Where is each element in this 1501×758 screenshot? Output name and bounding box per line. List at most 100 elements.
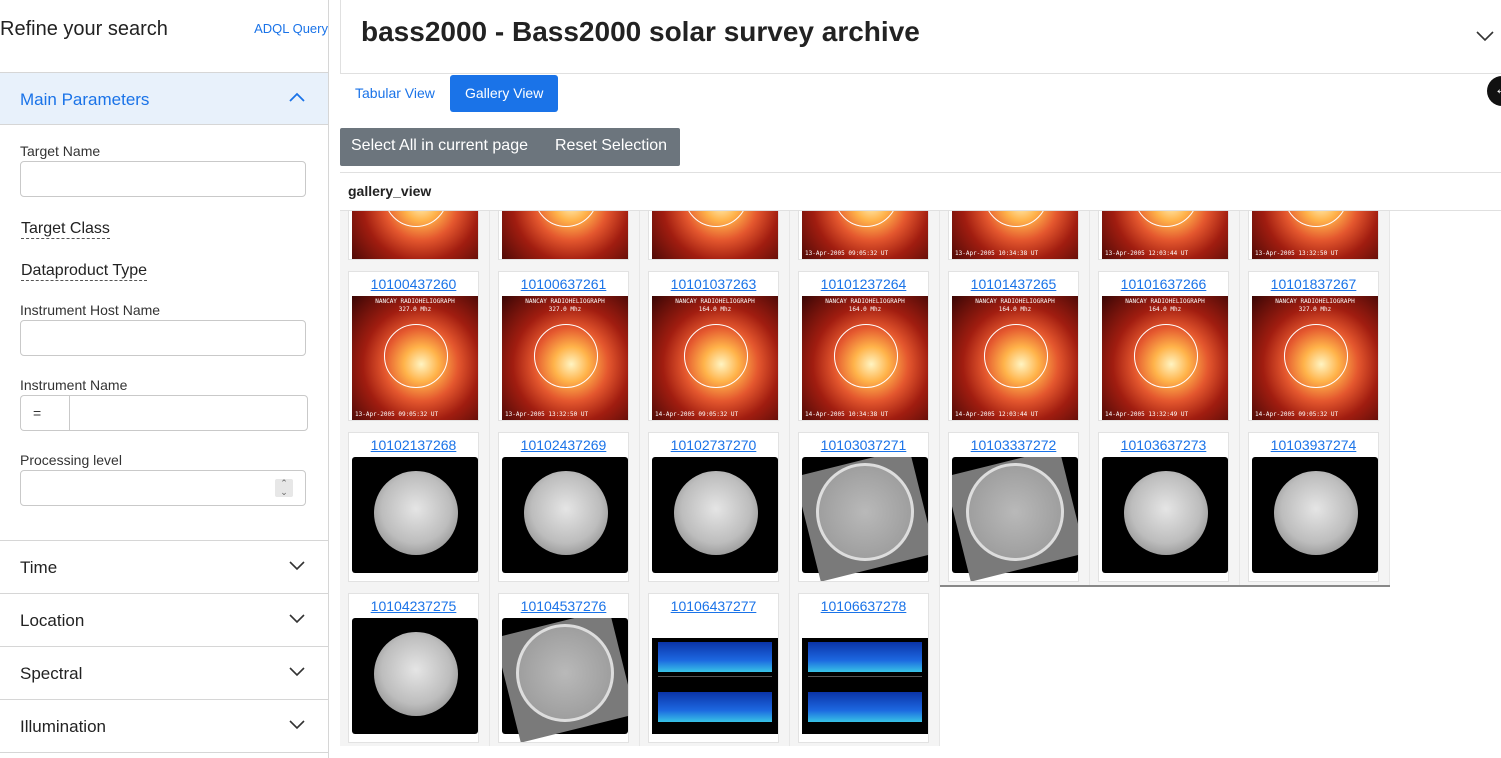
instrument-name-input[interactable]: [69, 395, 308, 431]
solar-thumbnail[interactable]: 13-Apr-2005 12:03:44 UT: [1102, 211, 1228, 259]
solar-thumbnail[interactable]: [652, 457, 778, 581]
solar-thumbnail[interactable]: [652, 618, 778, 742]
reset-selection-button[interactable]: Reset Selection: [555, 137, 668, 154]
collapse-panel-button[interactable]: ←: [1487, 76, 1501, 106]
chevron-up-icon: [289, 92, 305, 102]
section-time[interactable]: Time: [0, 540, 328, 593]
collection-header[interactable]: bass2000 - Bass2000 solar survey archive: [340, 0, 1501, 74]
gallery-card[interactable]: 10100637261 NANCAY RADIOHELIOGRAPH 327.0 M…: [498, 271, 629, 421]
gallery-card[interactable]: 10106637278: [798, 593, 929, 743]
solar-thumbnail[interactable]: NANCAY RADIOHELIOGRAPH 327.0 Mhz 13-Apr-20…: [502, 296, 628, 420]
solar-thumbnail[interactable]: 13-Apr-2005 13:32:50 UT: [1252, 211, 1378, 259]
observation-id-link[interactable]: 10104537276: [520, 598, 607, 614]
solar-thumbnail[interactable]: [802, 457, 928, 581]
solar-disk: [374, 632, 458, 716]
solar-thumbnail[interactable]: [502, 457, 628, 581]
tab-tabular-view[interactable]: Tabular View: [355, 85, 435, 101]
gallery-card[interactable]: 10103337272: [948, 432, 1079, 582]
solar-thumbnail[interactable]: [352, 618, 478, 742]
observation-id-link[interactable]: 10101437265: [970, 276, 1057, 292]
observation-id-link[interactable]: 10103037271: [820, 437, 907, 453]
observation-id-link[interactable]: 10106437277: [670, 598, 757, 614]
observation-id-link[interactable]: 10103637273: [1120, 437, 1207, 453]
observation-id-link[interactable]: 10101237264: [820, 276, 907, 292]
gallery-card[interactable]: 13-Apr-2005 10:34:38 UT: [948, 211, 1079, 260]
solar-thumbnail[interactable]: 13-Apr-2005 09:05:32 UT: [802, 211, 928, 259]
chevron-down-icon: [289, 720, 305, 730]
solar-thumbnail[interactable]: NANCAY RADIOHELIOGRAPH 164.0 Mhz 14-Apr-20…: [652, 296, 778, 420]
section-illumination[interactable]: Illumination: [0, 699, 328, 753]
solar-thumbnail[interactable]: [352, 457, 478, 581]
target-class-toggle[interactable]: Target Class: [21, 220, 110, 239]
observation-id-link[interactable]: 10103337272: [970, 437, 1057, 453]
solar-thumbnail[interactable]: [1102, 457, 1228, 581]
solar-thumbnail[interactable]: [502, 211, 628, 259]
chevron-down-icon[interactable]: [1475, 30, 1495, 42]
solar-thumbnail[interactable]: [1252, 457, 1378, 581]
observation-id-link[interactable]: 10101837267: [1270, 276, 1357, 292]
observation-id-link[interactable]: 10101637266: [1120, 276, 1207, 292]
solar-thumbnail[interactable]: 13-Apr-2005 10:34:38 UT: [952, 211, 1078, 259]
observation-id-link[interactable]: 10102437269: [520, 437, 607, 453]
solar-thumbnail[interactable]: [952, 457, 1078, 581]
gallery-card[interactable]: 10101437265 NANCAY RADIOHELIOGRAPH 164.0 M…: [948, 271, 1079, 421]
gallery-card[interactable]: 10103937274: [1248, 432, 1379, 582]
observation-id-link[interactable]: 10100637261: [520, 276, 607, 292]
instrument-host-input[interactable]: [20, 320, 306, 356]
target-name-input[interactable]: [20, 161, 306, 197]
thumbnail-timestamp: 14-Apr-2005 09:05:32 UT: [655, 411, 739, 418]
tab-gallery-view[interactable]: Gallery View: [450, 75, 559, 112]
gallery-card[interactable]: 10101637266 NANCAY RADIOHELIOGRAPH 164.0 M…: [1098, 271, 1229, 421]
thumbnail-timestamp: 13-Apr-2005 12:03:44 UT: [1105, 250, 1189, 257]
gallery-card[interactable]: 10100437260 NANCAY RADIOHELIOGRAPH 327.0 M…: [348, 271, 479, 421]
gallery-card[interactable]: 13-Apr-2005 13:32:50 UT: [1248, 211, 1379, 260]
thumbnail-caption: 327.0 Mhz: [548, 306, 582, 313]
solar-thumbnail[interactable]: [502, 618, 628, 742]
section-location[interactable]: Location: [0, 593, 328, 646]
observation-id-link[interactable]: 10101037263: [670, 276, 757, 292]
solar-thumbnail[interactable]: NANCAY RADIOHELIOGRAPH 164.0 Mhz 14-Apr-20…: [1102, 296, 1228, 420]
observation-id-link[interactable]: 10106637278: [820, 598, 907, 614]
observation-id-link[interactable]: 10102737270: [670, 437, 757, 453]
rotated-sun-image: [802, 457, 928, 581]
gallery-card[interactable]: [498, 211, 629, 260]
gallery-card[interactable]: 10101837267 NANCAY RADIOHELIOGRAPH 327.0 M…: [1248, 271, 1379, 421]
gallery-card[interactable]: 10104537276: [498, 593, 629, 743]
gallery-card[interactable]: 10104237275: [348, 593, 479, 743]
main-panel: bass2000 - Bass2000 solar survey archive…: [340, 0, 1501, 758]
observation-id-link[interactable]: 10102137268: [370, 437, 457, 453]
solar-thumbnail[interactable]: NANCAY RADIOHELIOGRAPH 327.0 Mhz 13-Apr-20…: [352, 296, 478, 420]
gallery-card[interactable]: 10103637273: [1098, 432, 1229, 582]
solar-thumbnail[interactable]: [802, 618, 928, 742]
observation-id-link[interactable]: 10103937274: [1270, 437, 1357, 453]
processing-level-input[interactable]: ⌃ ⌄: [20, 470, 306, 506]
solar-thumbnail[interactable]: NANCAY RADIOHELIOGRAPH 164.0 Mhz 14-Apr-20…: [952, 296, 1078, 420]
solar-thumbnail[interactable]: [652, 211, 778, 259]
gallery-card[interactable]: [348, 211, 479, 260]
solar-thumbnail[interactable]: NANCAY RADIOHELIOGRAPH 327.0 Mhz 14-Apr-20…: [1252, 296, 1378, 420]
gallery-card[interactable]: 10103037271: [798, 432, 929, 582]
gallery-card[interactable]: 10101237264 NANCAY RADIOHELIOGRAPH 164.0 M…: [798, 271, 929, 421]
select-all-button[interactable]: Select All in current page: [351, 137, 528, 154]
adql-query-link[interactable]: ADQL Query: [254, 21, 328, 36]
gallery-card[interactable]: 13-Apr-2005 09:05:32 UT: [798, 211, 929, 260]
observation-id-link[interactable]: 10100437260: [370, 276, 457, 292]
radio-sun-image: [502, 211, 628, 259]
main-parameters-header[interactable]: Main Parameters: [0, 72, 328, 125]
gallery-card[interactable]: 10102737270: [648, 432, 779, 582]
gallery-card[interactable]: [648, 211, 779, 260]
gallery-card[interactable]: 10101037263 NANCAY RADIOHELIOGRAPH 164.0 M…: [648, 271, 779, 421]
solar-thumbnail[interactable]: NANCAY RADIOHELIOGRAPH 164.0 Mhz 14-Apr-20…: [802, 296, 928, 420]
section-spectral[interactable]: Spectral: [0, 646, 328, 699]
observation-id-link[interactable]: 10104237275: [370, 598, 457, 614]
instrument-name-operator[interactable]: =: [20, 395, 70, 431]
section-location-label: Location: [20, 611, 85, 630]
gallery-card[interactable]: 13-Apr-2005 12:03:44 UT: [1098, 211, 1229, 260]
solar-limb-circle: [684, 324, 748, 388]
number-spinner-icon[interactable]: ⌃ ⌄: [275, 479, 293, 497]
solar-thumbnail[interactable]: [352, 211, 478, 259]
gallery-card[interactable]: 10102437269: [498, 432, 629, 582]
gallery-card[interactable]: 10106437277: [648, 593, 779, 743]
gallery-card[interactable]: 10102137268: [348, 432, 479, 582]
dataproduct-type-toggle[interactable]: Dataproduct Type: [21, 262, 148, 281]
